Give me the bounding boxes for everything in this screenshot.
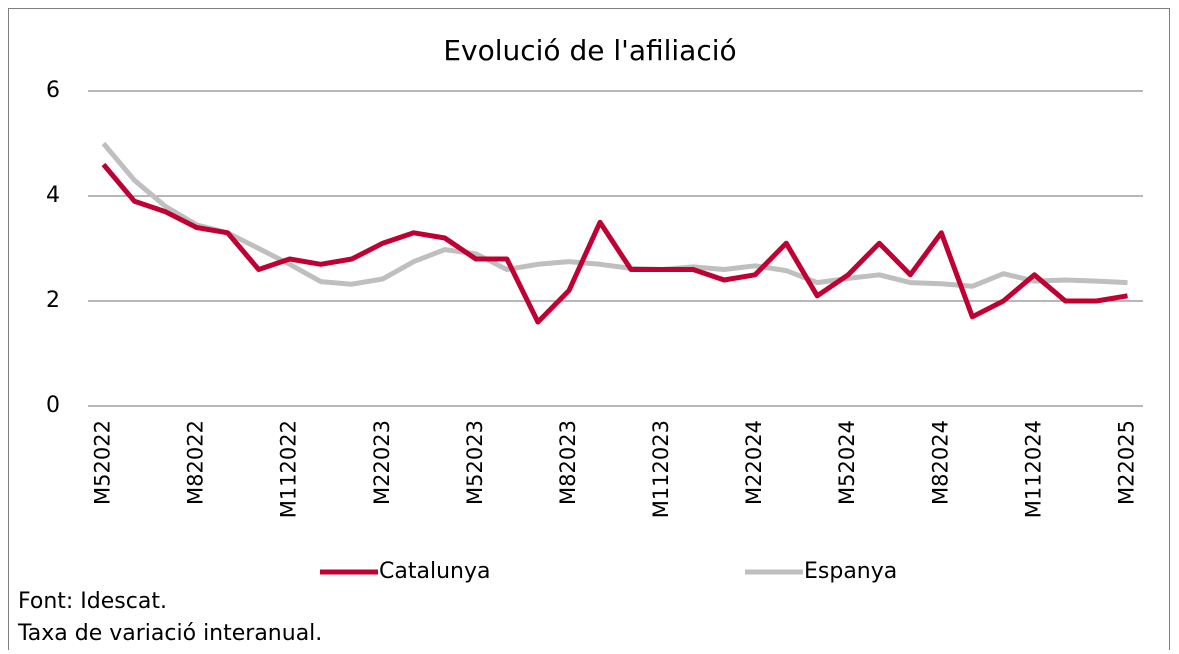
x-tick-label: M112022 <box>277 420 301 518</box>
x-tick-label: M22025 <box>1114 420 1138 505</box>
chart-border <box>8 8 1170 654</box>
legend-label: Espanya <box>804 559 897 584</box>
y-tick-label: 4 <box>46 183 60 208</box>
x-tick-label: M82023 <box>556 420 580 505</box>
series-line <box>101 141 1128 289</box>
y-tick-label: 6 <box>46 78 60 103</box>
y-tick-label: 0 <box>46 393 60 418</box>
x-tick-label: M52024 <box>835 420 859 505</box>
y-tick-label: 2 <box>46 288 60 313</box>
chart-title: Evolució de l'afiliació <box>443 34 736 67</box>
x-tick-label: M52022 <box>91 420 115 505</box>
x-tick-label: M112023 <box>649 420 673 518</box>
series-line <box>101 162 1128 325</box>
legend-label: Catalunya <box>379 559 490 584</box>
x-tick-label: M112024 <box>1021 420 1045 518</box>
x-tick-label: M82024 <box>928 420 952 505</box>
x-tick-label: M82022 <box>184 420 208 505</box>
note: Taxa de variació interanual. <box>17 621 322 646</box>
x-tick-label: M22023 <box>370 420 394 505</box>
note: Font: Idescat. <box>18 589 167 614</box>
x-tick-label: M22024 <box>742 420 766 505</box>
x-tick-label: M52023 <box>463 420 487 505</box>
